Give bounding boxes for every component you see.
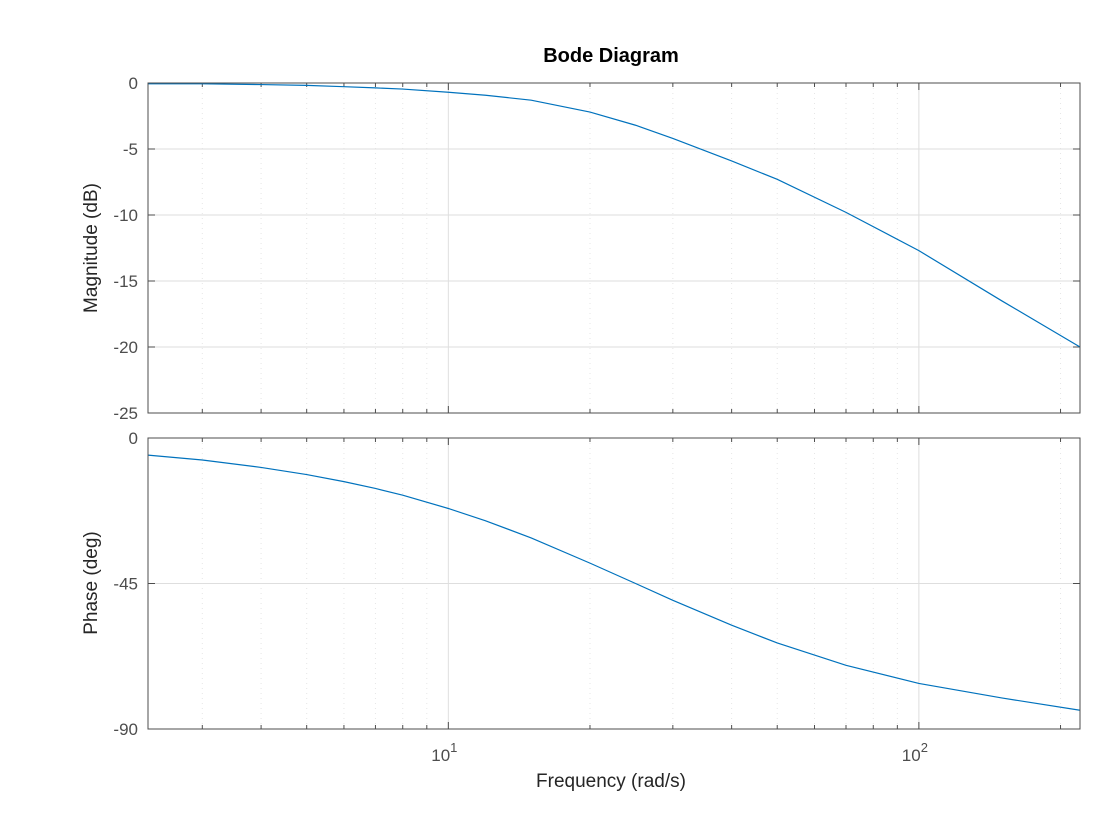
magnitude-axis-label: Magnitude (dB) [81, 183, 102, 313]
y-tick-label: 0 [129, 74, 138, 93]
y-tick-label: -45 [113, 575, 138, 594]
y-tick-label: -10 [113, 206, 138, 225]
magnitude-panel: 0 -5 -10 -15 -20 -25 [113, 74, 1081, 423]
phase-panel: 0 -45 -90 101 102 [113, 429, 1081, 765]
x-tick-label: 101 [431, 740, 457, 765]
magnitude-curve [148, 83, 1081, 348]
y-tick-label: -5 [123, 140, 138, 159]
y-tick-label: -25 [113, 404, 138, 423]
frequency-axis-label: Frequency (rad/s) [536, 771, 686, 792]
y-tick-label: -15 [113, 272, 138, 291]
x-tick-label: 102 [902, 740, 928, 765]
axes-frame [147, 437, 1081, 730]
chart-title: Bode Diagram [543, 45, 679, 67]
y-tick-label: -90 [113, 720, 138, 739]
y-tick-label: 0 [129, 429, 138, 448]
phase-curve [147, 454, 1081, 711]
phase-axis-label: Phase (deg) [81, 531, 102, 635]
y-tick-label: -20 [113, 338, 138, 357]
plot-area [148, 83, 1080, 413]
axes-frame [147, 82, 1081, 414]
